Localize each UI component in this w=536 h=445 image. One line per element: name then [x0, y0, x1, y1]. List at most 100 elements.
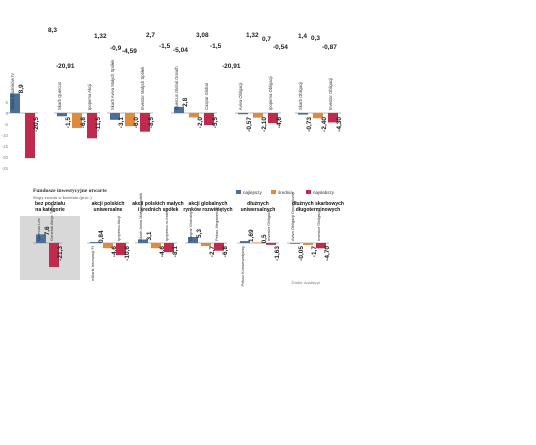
floating-value-label: -0,87: [322, 44, 337, 51]
bottom-bar-value-label: -1,7: [311, 246, 318, 258]
floating-value-label: -20,91: [222, 63, 241, 70]
bottom-category-label: akcji polskich uniwersalne: [92, 201, 125, 213]
top-bar-value-label: -8,5: [148, 117, 155, 129]
bottom-bar-value-label: 0,5: [261, 234, 268, 243]
top-bar-value-label: -1,5: [65, 117, 72, 129]
source-note: Źródło: Analizy.pl: [291, 280, 320, 285]
bottom-category-label-line: dłużnych: [247, 201, 269, 207]
top-bar-best: [57, 113, 67, 117]
floating-value-label: -5,04: [173, 47, 188, 54]
bottom-bar-best: [240, 241, 250, 243]
top-bar-value-label: -0,57: [246, 117, 253, 132]
top-fund-label: Aviva Obligacji: [238, 83, 243, 110]
bottom-category-label-line: uniwersalne: [94, 207, 123, 213]
legend-label-best: najlepszy: [243, 190, 263, 195]
top-y-tick-label: 5: [5, 100, 8, 105]
top-y-tick-label: 0: [5, 111, 8, 116]
top-fund-label: Quercus Global Growth: [174, 66, 179, 110]
bottom-bar-worst: [214, 243, 224, 251]
bottom-category-label-line: akcji polskich małych: [132, 201, 183, 207]
top-y-tick-label: -20: [1, 155, 8, 160]
top-bar-average: [189, 113, 199, 118]
bottom-bar-worst: [266, 243, 276, 245]
bottom-fund-label: Pekao Megatrendy: [214, 207, 219, 241]
floating-value-label: 0,7: [262, 36, 271, 43]
top-bar-value-label: -11,5: [95, 117, 102, 132]
top-fund-label: Skarb Obligacji: [298, 82, 303, 110]
top-bar-value-label: 2,8: [182, 97, 189, 106]
top-bar-best: [238, 113, 248, 115]
floating-value-label: 1,4: [298, 33, 307, 40]
bottom-fund-label: Generali Akcje Turcji: [49, 204, 54, 241]
top-fund-label: Ipopema Obligacji: [268, 76, 273, 110]
top-y-tick-label: -25: [1, 166, 8, 171]
top-bar-average: [313, 113, 323, 119]
bottom-chart-title: Fundusze inwestycyjne otwarte: [33, 188, 107, 194]
bottom-bar-value-label: 7,6: [44, 226, 51, 235]
top-bar-value-label: -4,30: [336, 117, 343, 132]
bottom-fund-label: Caspar Globalny: [188, 211, 193, 241]
bottom-bar-average: [103, 243, 113, 249]
bottom-category-label-line: długoterminowych: [296, 207, 340, 213]
bottom-bar-worst: [164, 243, 174, 253]
top-bar-average: [253, 113, 263, 118]
bottom-bar-worst: [116, 243, 126, 255]
top-bar-best: [10, 93, 20, 113]
bottom-bar-value-label: -4,6: [159, 246, 166, 258]
bottom-category-label-line: akcji globalnych: [189, 201, 228, 207]
bottom-fund-label: mBank Innowacji FI: [90, 246, 95, 281]
bottom-bar-value-label: -2,7: [209, 246, 216, 258]
bottom-category-label: dłużnych skarbowych długoterminowych: [292, 201, 344, 213]
bottom-fund-label: Aviva Obligacji Dynamiczny: [290, 192, 295, 241]
top-bar-value-label: -4,6: [276, 117, 283, 129]
bottom-chart-subtitle: Stopy zwrotu w kwietniu (proc.): [33, 195, 92, 200]
top-bar-worst: [268, 113, 278, 124]
bottom-bar-value-label: -0,05: [298, 246, 305, 261]
floating-value-label: -20,91: [56, 63, 75, 70]
bottom-bar-value-label: 0,84: [98, 230, 105, 243]
floating-value-label: -4,59: [122, 48, 137, 55]
bottom-category-label: akcji globalnych rynków rozwiniętych: [183, 201, 232, 213]
top-bar-value-label: -20,5: [33, 117, 40, 132]
bottom-bar-value-label: -21,3: [57, 246, 64, 261]
top-bar-worst: [204, 113, 214, 126]
floating-value-label: -0,54: [273, 44, 288, 51]
top-fund-label: Skarb Quercus: [57, 82, 62, 110]
bottom-fund-label: Investor Obligacji: [266, 210, 271, 241]
bottom-bar-value-label: 5,3: [196, 229, 203, 238]
bottom-fund-label: Ipopema m-Indeks: [164, 208, 169, 241]
legend-label-worst: najsłabszy: [313, 190, 335, 195]
top-bar-value-label: -2,10: [261, 117, 268, 132]
floating-value-label: 0,3: [311, 35, 320, 42]
top-bar-best: [174, 106, 184, 113]
top-fund-label: Skarb Aviva Małych Spółek: [110, 59, 115, 110]
top-bar-value-label: -2,40: [321, 117, 328, 132]
bottom-bar-best: [290, 243, 300, 244]
legend-swatch-average: [271, 190, 276, 194]
bottom-bar-value-label: -8,1: [172, 246, 179, 258]
top-bar-value-label: -0,73: [306, 117, 313, 132]
bottom-bar-value-label: -4,70: [324, 246, 331, 261]
bottom-bar-value-label: 3,1: [146, 231, 153, 240]
bottom-bar-value-label: -10,6: [124, 246, 131, 261]
bottom-bar-value-label: -4,6: [111, 246, 118, 258]
bottom-category-label-line: dłużnych skarbowych: [292, 201, 344, 207]
legend-swatch-best: [236, 190, 241, 194]
bottom-bar-value-label: -1,63: [274, 246, 281, 261]
bottom-fund-label: Investor Obligacji: [316, 210, 321, 241]
bottom-bar-average: [253, 242, 263, 244]
top-bar-value-label: -5,5: [212, 117, 219, 129]
bottom-bar-average: [303, 243, 313, 245]
floating-value-label: 1,32: [246, 32, 259, 39]
top-bar-value-label: -3,1: [118, 117, 125, 129]
bottom-fund-label: Ipopema Akcji: [116, 216, 121, 241]
top-fund-label: Caspar Global: [204, 83, 209, 110]
top-fund-label: Investor Obligacji: [328, 78, 333, 110]
bottom-category-label-line: na kategorie: [35, 207, 65, 213]
bottom-bar-value-label: 1,69: [248, 229, 255, 242]
top-y-tick-label: -5: [4, 122, 8, 127]
top-bar-worst: [87, 113, 97, 139]
bottom-category-label-line: i średnich spółek: [138, 207, 179, 213]
